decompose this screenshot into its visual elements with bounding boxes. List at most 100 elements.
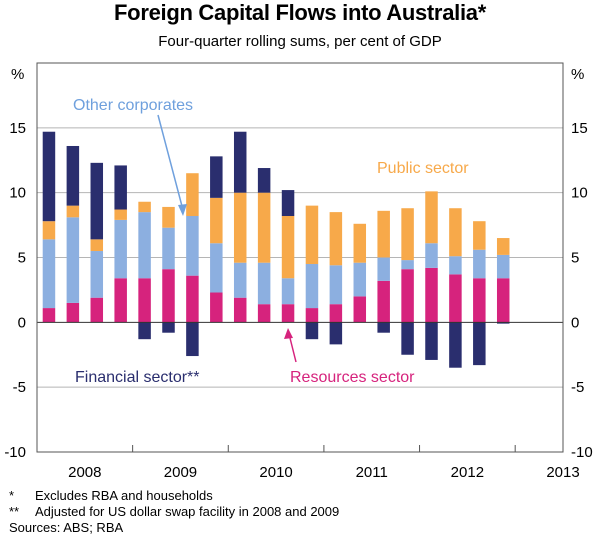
bar-financial (496, 322, 510, 324)
y-tick-label-right: 5 (571, 250, 579, 267)
bar-resources (42, 308, 56, 323)
bar-other_corporates (496, 254, 510, 279)
bar-other_corporates (186, 216, 199, 276)
bar-other_corporates (401, 260, 414, 270)
arrow-other-corporates (157, 114, 184, 211)
chart-title: Foreign Capital Flows into Australia* (114, 0, 486, 25)
y-tick-label-left: 5 (18, 250, 26, 267)
footnotes: * Excludes RBA and households ** Adjusted … (9, 488, 339, 536)
y-unit-label-right: % (571, 66, 584, 83)
bar-other_corporates (138, 212, 151, 279)
bar-resources (66, 302, 80, 323)
bar-public (186, 173, 199, 217)
x-tick-label: 2009 (164, 464, 197, 481)
footnote-1-mark: * (9, 488, 15, 503)
bar-other_corporates (425, 243, 438, 268)
bar-resources (449, 274, 462, 323)
bar-public (233, 192, 247, 263)
sources-text: Sources: ABS; RBA (9, 520, 124, 535)
bar-financial (257, 168, 271, 193)
bar-other_corporates (353, 262, 367, 297)
bar-financial (114, 165, 127, 210)
bar-public (425, 191, 438, 244)
x-tick-label: 2013 (546, 464, 579, 481)
bar-other_corporates (210, 243, 223, 293)
annotation-financial-sector: Financial sector** (75, 369, 200, 386)
y-tick-label-left: 15 (9, 120, 26, 137)
bar-other_corporates (233, 262, 247, 298)
bar-other_corporates (305, 263, 319, 309)
y-tick-label-right: 15 (571, 120, 588, 137)
bar-resources (233, 297, 247, 323)
bar-resources (425, 267, 438, 323)
bar-resources (329, 304, 343, 323)
bar-public (162, 206, 175, 228)
arrowhead-resources-sector (284, 328, 293, 339)
bar-resources (114, 278, 127, 323)
bar-public (42, 221, 56, 240)
bar-financial (281, 190, 295, 217)
bar-public (401, 208, 414, 261)
y-tick-label-right: -10 (571, 444, 593, 461)
bar-financial (425, 322, 438, 360)
y-tick-label-left: 0 (18, 314, 26, 331)
bar-resources (281, 304, 295, 323)
y-tick-label-left: 10 (9, 185, 26, 202)
bar-public (114, 209, 127, 220)
bar-resources (186, 275, 199, 323)
bar-resources (353, 296, 367, 323)
bar-other_corporates (257, 262, 271, 305)
arrowhead-other-corporates (178, 204, 187, 216)
bar-financial (329, 322, 343, 345)
bar-other_corporates (90, 251, 104, 298)
x-tick-label: 2011 (356, 464, 388, 481)
x-tick-label: 2012 (451, 464, 484, 481)
bar-public (473, 221, 486, 250)
y-tick-label-right: -5 (571, 379, 584, 396)
bar-resources (90, 297, 104, 323)
y-tick-label-right: 10 (571, 185, 588, 202)
bar-financial (210, 156, 223, 198)
bar-financial (377, 322, 390, 333)
chart-subtitle: Four-quarter rolling sums, per cent of G… (158, 33, 442, 50)
bar-public (90, 239, 104, 252)
bar-resources (496, 278, 510, 323)
annotation-resources-sector: Resources sector (290, 369, 415, 386)
footnote-2-mark: ** (9, 504, 20, 519)
bar-resources (401, 269, 414, 323)
bar-resources (162, 269, 175, 323)
bar-financial (162, 322, 175, 333)
bar-other_corporates (329, 265, 343, 305)
x-tick-label: 2010 (259, 464, 292, 481)
bar-financial (186, 322, 199, 357)
bar-resources (210, 292, 223, 323)
footnote-1: * Excludes RBA and households (9, 488, 339, 504)
bar-financial (305, 322, 319, 340)
bar-financial (233, 131, 247, 193)
bar-financial (66, 145, 80, 206)
bar-public (329, 212, 343, 266)
bar-resources (138, 278, 151, 323)
y-unit-label-left: % (11, 66, 24, 83)
footnote-2: ** Adjusted for US dollar swap facility i… (9, 504, 339, 520)
y-tick-label-right: 0 (571, 314, 579, 331)
bar-public (138, 201, 151, 213)
annotation-other-corporates: Other corporates (73, 97, 193, 114)
bar-resources (377, 280, 390, 323)
bar-financial (42, 131, 56, 222)
annotation-public-sector: Public sector (377, 160, 469, 177)
bar-public (449, 208, 462, 257)
footnote-1-text: Excludes RBA and households (35, 488, 213, 503)
x-tick-label: 2008 (68, 464, 101, 481)
bar-financial (401, 322, 414, 355)
bar-resources (305, 308, 319, 323)
bar-public (281, 216, 295, 279)
footnote-2-text: Adjusted for US dollar swap facility in … (35, 504, 340, 519)
bar-public (257, 192, 271, 263)
plot-frame (36, 62, 564, 453)
bar-public (353, 223, 367, 263)
bar-other_corporates (66, 217, 80, 303)
bar-other_corporates (114, 219, 127, 279)
y-tick-label-left: -10 (4, 444, 26, 461)
